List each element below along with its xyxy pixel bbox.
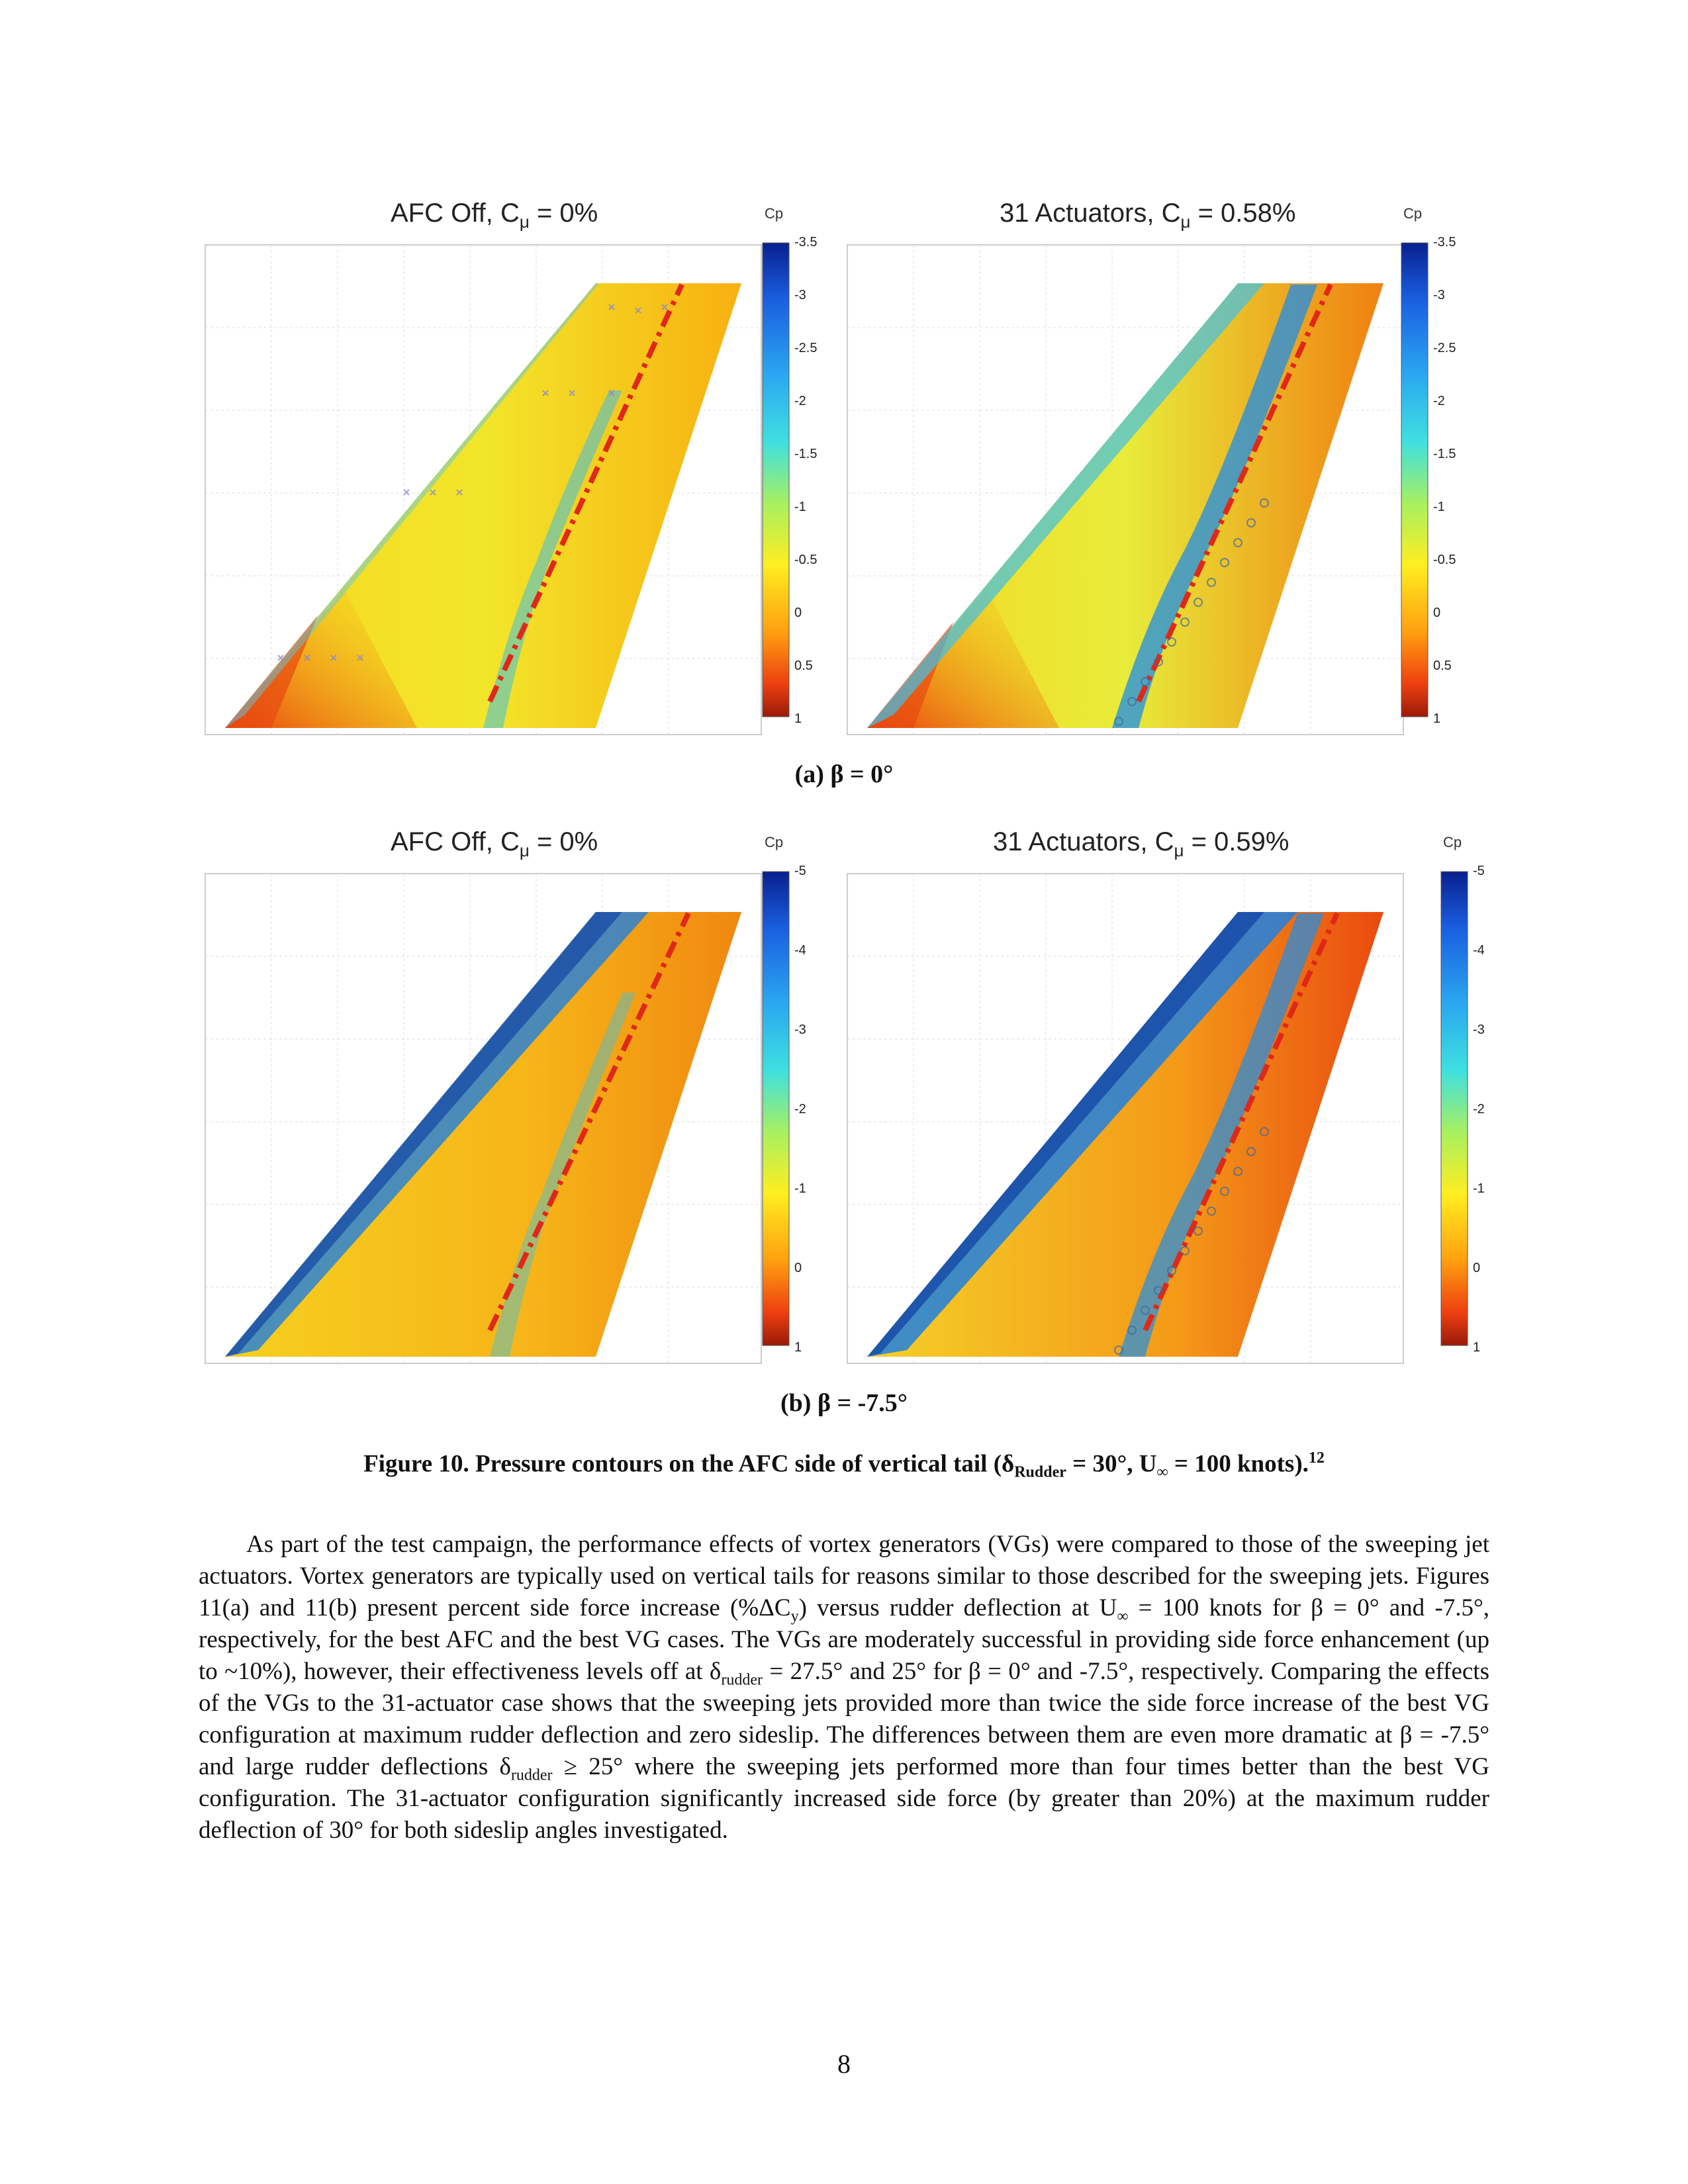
plot-title: AFC Off, Cμ = 0%: [391, 199, 598, 232]
plot-title: 31 Actuators, Cμ = 0.59%: [993, 827, 1289, 860]
plot-title: 31 Actuators, Cμ = 0.58%: [1000, 199, 1296, 232]
figure-caption: Figure 10. Pressure contours on the AFC …: [363, 1449, 1325, 1481]
colorbar-a-left: [762, 242, 790, 717]
colorbar-label: Cp: [1443, 834, 1462, 850]
contour-field: [847, 244, 1404, 735]
colorbar-label: Cp: [1403, 205, 1423, 222]
contour-plot-b-right: 31 Actuators, Cμ = 0.59%: [841, 821, 1423, 1377]
contour-field: [205, 873, 762, 1364]
contour-plot-a-right: 31 Actuators, Cμ = 0.58%: [841, 192, 1423, 748]
contour-field: [847, 873, 1404, 1364]
contour-field: [205, 244, 762, 735]
subcaption-b: (b) β = -7.5°: [780, 1389, 908, 1417]
contour-plot-a-left: AFC Off, Cμ = 0%: [199, 192, 781, 748]
subcaption-a: (a) β = 0°: [794, 760, 894, 788]
page-number: 8: [837, 2049, 851, 2079]
body-paragraph: As part of the test campaign, the perfor…: [199, 1531, 1489, 1844]
colorbar-a-right: [1401, 242, 1429, 717]
plot-title: AFC Off, Cμ = 0%: [391, 827, 598, 860]
colorbar-b-right: [1440, 871, 1468, 1346]
contour-plot-b-left: AFC Off, Cμ = 0%: [199, 821, 781, 1377]
colorbar-label: Cp: [765, 205, 784, 222]
colorbar-b-left: [762, 871, 790, 1346]
colorbar-label: Cp: [765, 834, 784, 850]
